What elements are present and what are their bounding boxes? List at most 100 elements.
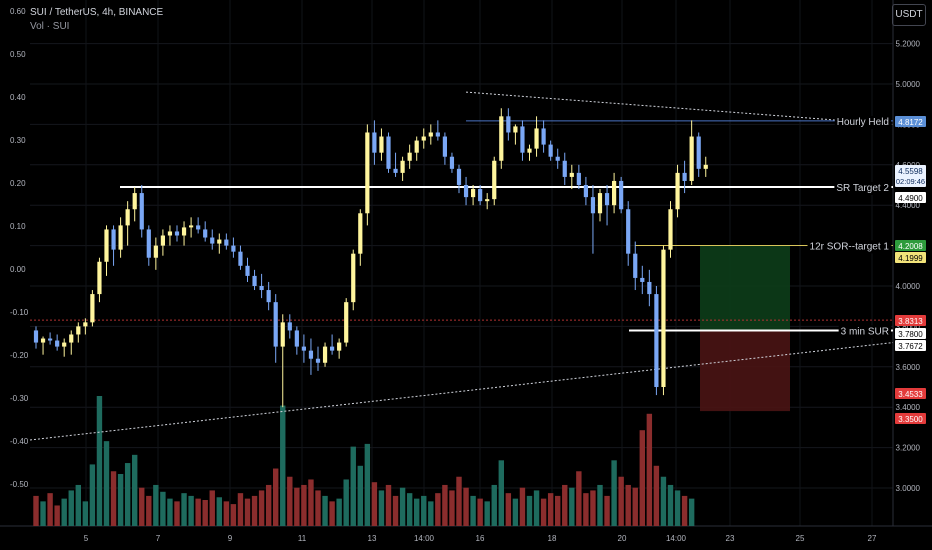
volume-bar [470,495,476,526]
candle-body [421,136,426,141]
candle-body [485,199,490,202]
volume-bar [533,490,540,526]
volume-bar [421,495,427,526]
volume-bar [569,487,575,526]
candle-body [675,172,680,210]
volume-bar [117,474,124,526]
price-label-tag [895,116,926,127]
level-label-bg [807,240,892,254]
candle-body [442,136,447,157]
candle-body [301,346,306,351]
volume-bar [625,484,631,526]
candle-body [111,229,116,250]
candle-body [153,245,158,258]
candle-body [351,253,356,303]
candle-body [196,225,201,230]
candle-body [330,346,335,351]
volume-bar [244,498,251,526]
candle-body [48,338,53,341]
price-label-text: 4.8172 [898,118,923,127]
candle-body [308,350,314,359]
lower-trendline [29,342,894,441]
candle-body [513,126,518,133]
candle-body [379,136,384,153]
candle-body [499,116,504,161]
candle-body [372,132,377,153]
volume-bar [428,501,434,526]
volume-bar [392,495,399,526]
volume-bar [146,495,152,526]
candle-body [576,172,581,185]
candle-body [203,229,208,238]
volume-bar [526,495,533,526]
candle-body [76,326,81,335]
time-axis-tick: 25 [796,534,805,543]
left-axis-tick: 0.30 [10,136,26,145]
chart-header: SUI / TetherUS, 4h, BINANCE Vol · SUI [30,6,163,34]
price-label-tag [895,328,926,339]
candle-body [393,168,398,173]
right-axis-tick: 4.4000 [896,201,921,210]
left-axis: 0.60 0.50 0.40 0.30 0.20 0.10 0.00 -0.10 -0.20 -0… [10,7,29,489]
candle-body [689,136,694,181]
candle-body [344,302,349,343]
candle-body [492,160,497,200]
countdown-text: 02:09:46 [896,177,925,186]
candle-body [668,209,673,250]
candle-body [365,132,370,214]
candle-body [337,342,342,351]
volume-bar [632,487,638,526]
volume-bar [378,490,385,526]
volume-bar [216,497,222,526]
trendlines [29,91,894,441]
time-axis-tick: 27 [868,534,877,543]
candle-body [217,239,222,244]
time-axis-tick: 7 [156,534,161,543]
volume-bar [75,484,81,526]
time-axis[interactable]: 5 7 9 11 13 14:00 16 18 20 14:00 23 25 27 [84,534,877,543]
stop-zone [700,330,790,412]
candle-body [62,342,67,347]
candle-body [259,286,264,291]
level-label-bg [834,115,891,129]
volume-bar [188,495,194,526]
candle-body [266,290,271,303]
price-label-tag [895,192,926,203]
candle-body [181,227,187,236]
candle-body [456,168,462,185]
candle-body [146,229,151,258]
volume-bar [110,471,117,526]
volume-bar [132,454,138,526]
volume-bar [583,493,589,526]
volume-bar [484,501,490,526]
candle-body [534,128,539,149]
candle-body [463,185,469,198]
volume-bar [230,504,237,526]
candle-body [174,231,180,236]
volume-bar [512,498,519,526]
volume-bar [611,460,617,526]
price-label-tag [895,340,926,351]
volume-bar [301,484,307,526]
currency-button[interactable]: USDT [892,4,926,26]
candle-body [33,330,39,343]
candle-body [661,249,666,387]
price-label-tag [895,413,926,424]
volume-bar [195,498,201,526]
volume-bar [540,498,547,526]
right-axis-tick: 3.2000 [896,444,921,453]
candles [33,108,708,408]
level-label-bg [834,182,892,196]
volume-bar [435,493,441,526]
volume-bar [258,490,265,526]
right-axis[interactable]: 5.20005.00004.80004.60004.40004.20004.00… [895,40,926,493]
candle-body [69,334,74,343]
candle-body [590,197,596,214]
volume-bar [371,482,378,526]
candle-body [210,237,215,244]
volume-bar [153,484,159,526]
volume-indicator-label: Vol · SUI [30,21,70,32]
volume-bar [287,476,293,526]
